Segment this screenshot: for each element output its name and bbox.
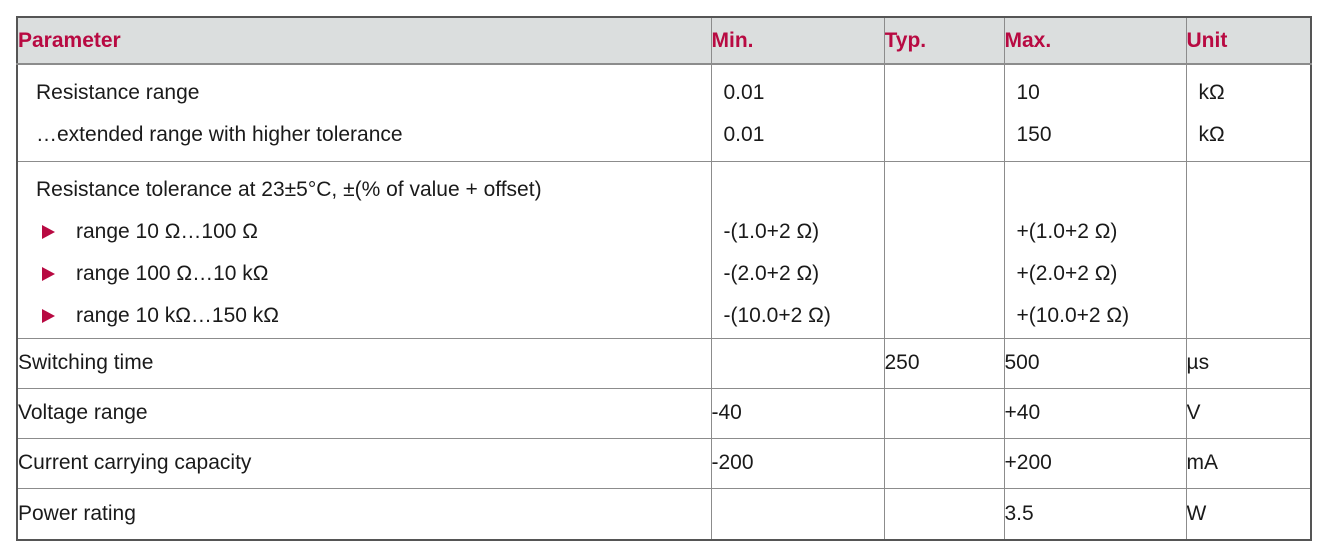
typ-cell xyxy=(883,160,1005,339)
param-cell: Voltage range xyxy=(16,387,712,439)
row-resistance-range: Resistance range …extended range with hi… xyxy=(16,63,1312,162)
tolerance-heading: Resistance tolerance at 23±5°C, ±(% of v… xyxy=(36,177,542,201)
col-header-typ: Typ. xyxy=(883,16,1005,65)
unit-cell: mA xyxy=(1185,437,1312,489)
min-value xyxy=(712,169,883,211)
unit-cell: µs xyxy=(1185,337,1312,389)
min-value: -(2.0+2 Ω) xyxy=(723,261,820,285)
param-cell: Switching time xyxy=(16,337,712,389)
max-value: 150 xyxy=(1016,123,1052,146)
tolerance-range-label: range 10 kΩ…150 kΩ xyxy=(76,303,280,327)
col-header-parameter: Parameter xyxy=(16,16,712,65)
typ-cell xyxy=(883,63,1005,162)
tolerance-range-item: range 100 Ω…10 kΩ xyxy=(18,253,710,295)
tolerance-range-item: range 10 Ω…100 Ω xyxy=(18,211,710,253)
unit-cell: V xyxy=(1185,387,1312,439)
tolerance-range-item: range 10 kΩ…150 kΩ xyxy=(18,295,710,337)
param-cell: Resistance tolerance at 23±5°C, ±(% of v… xyxy=(16,160,712,339)
min-value: -(10.0+2 Ω) xyxy=(723,303,831,327)
typ-cell: 250 xyxy=(883,337,1005,389)
max-value: +(10.0+2 Ω) xyxy=(1016,303,1130,327)
param-cell: Resistance range …extended range with hi… xyxy=(16,63,712,162)
table-header-row: Parameter Min. Typ. Max. Unit xyxy=(16,16,1312,65)
bullet-triangle-icon xyxy=(42,266,55,281)
max-value xyxy=(1005,169,1185,211)
min-value: 0.01 xyxy=(723,123,765,146)
max-cell: +(1.0+2 Ω) +(2.0+2 Ω) +(10.0+2 Ω) xyxy=(1003,160,1187,339)
unit-value: kΩ xyxy=(1198,123,1225,146)
unit-value: kΩ xyxy=(1198,81,1225,104)
bullet-triangle-icon xyxy=(42,308,55,323)
row-power-rating: Power rating 3.5 W xyxy=(16,487,1312,541)
min-cell xyxy=(710,487,885,541)
unit-cell: kΩ kΩ xyxy=(1185,63,1312,162)
col-header-max: Max. xyxy=(1003,16,1187,65)
param-line: Resistance range xyxy=(36,81,200,104)
unit-cell: W xyxy=(1185,487,1312,541)
min-cell: -200 xyxy=(710,437,885,489)
max-cell: 10 150 xyxy=(1003,63,1187,162)
row-switching-time: Switching time 250 500 µs xyxy=(16,337,1312,389)
typ-cell xyxy=(883,487,1005,541)
specification-table: Parameter Min. Typ. Max. Unit Resistance… xyxy=(16,16,1312,541)
param-line: …extended range with higher tolerance xyxy=(36,123,403,146)
param-cell: Current carrying capacity xyxy=(16,437,712,489)
row-current-carrying-capacity: Current carrying capacity -200 +200 mA xyxy=(16,437,1312,489)
min-value: 0.01 xyxy=(723,81,765,104)
param-cell: Power rating xyxy=(16,487,712,541)
max-cell: +200 xyxy=(1003,437,1187,489)
col-header-unit: Unit xyxy=(1185,16,1312,65)
row-voltage-range: Voltage range -40 +40 V xyxy=(16,387,1312,439)
max-value: +(1.0+2 Ω) xyxy=(1016,219,1118,243)
min-cell xyxy=(710,337,885,389)
min-cell: -(1.0+2 Ω) -(2.0+2 Ω) -(10.0+2 Ω) xyxy=(710,160,885,339)
tolerance-range-label: range 100 Ω…10 kΩ xyxy=(76,261,269,285)
typ-cell xyxy=(883,437,1005,489)
unit-cell xyxy=(1185,160,1312,339)
row-resistance-tolerance: Resistance tolerance at 23±5°C, ±(% of v… xyxy=(16,160,1312,339)
max-cell: 500 xyxy=(1003,337,1187,389)
max-cell: +40 xyxy=(1003,387,1187,439)
max-value: +(2.0+2 Ω) xyxy=(1016,261,1118,285)
tolerance-range-label: range 10 Ω…100 Ω xyxy=(76,219,259,243)
max-cell: 3.5 xyxy=(1003,487,1187,541)
typ-cell xyxy=(883,387,1005,439)
min-value: -(1.0+2 Ω) xyxy=(723,219,820,243)
min-cell: 0.01 0.01 xyxy=(710,63,885,162)
min-cell: -40 xyxy=(710,387,885,439)
max-value: 10 xyxy=(1016,81,1040,104)
col-header-min: Min. xyxy=(710,16,885,65)
bullet-triangle-icon xyxy=(42,224,55,239)
